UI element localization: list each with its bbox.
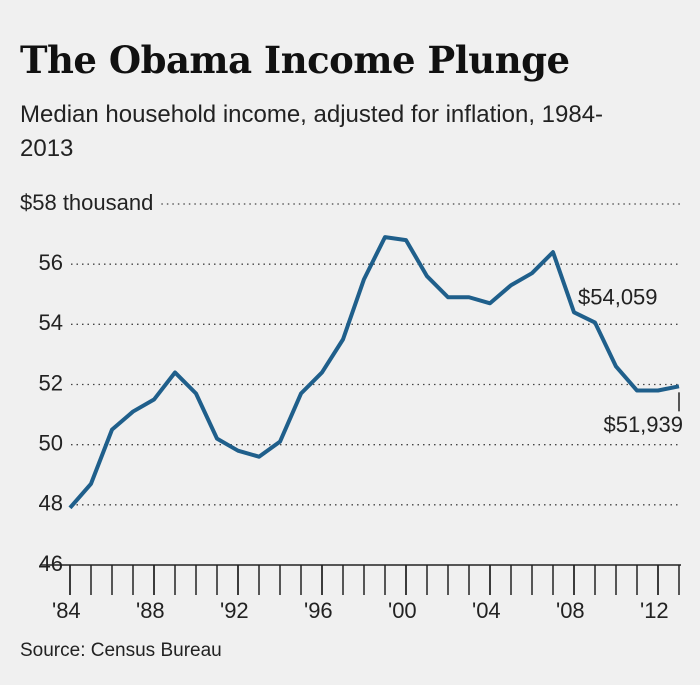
data-line (68, 235, 680, 510)
x-tick-label: '00 (388, 598, 417, 623)
x-tick-label: '08 (556, 598, 585, 623)
y-tick-label: 52 (39, 370, 63, 395)
x-tick-label: '84 (52, 598, 81, 623)
x-tick-label: '12 (640, 598, 669, 623)
y-tick-label: 46 (39, 551, 63, 576)
y-tick-label: 48 (39, 491, 63, 516)
x-tick-label: '96 (304, 598, 333, 623)
data-label: $54,059 (578, 284, 658, 309)
y-tick-label: $58 thousand (20, 190, 153, 215)
y-tick-label: 56 (39, 250, 63, 275)
data-label: $51,939 (603, 412, 683, 437)
y-tick-label: 50 (39, 430, 63, 455)
chart-title: The Obama Income Plunge (20, 38, 570, 82)
y-tick-label: 54 (39, 310, 63, 335)
x-tick-label: '88 (136, 598, 165, 623)
x-tick-label: '04 (472, 598, 501, 623)
chart-subtitle: Median household income, adjusted for in… (20, 101, 604, 162)
source-note: Source: Census Bureau (20, 640, 222, 661)
x-tick-label: '92 (220, 598, 249, 623)
